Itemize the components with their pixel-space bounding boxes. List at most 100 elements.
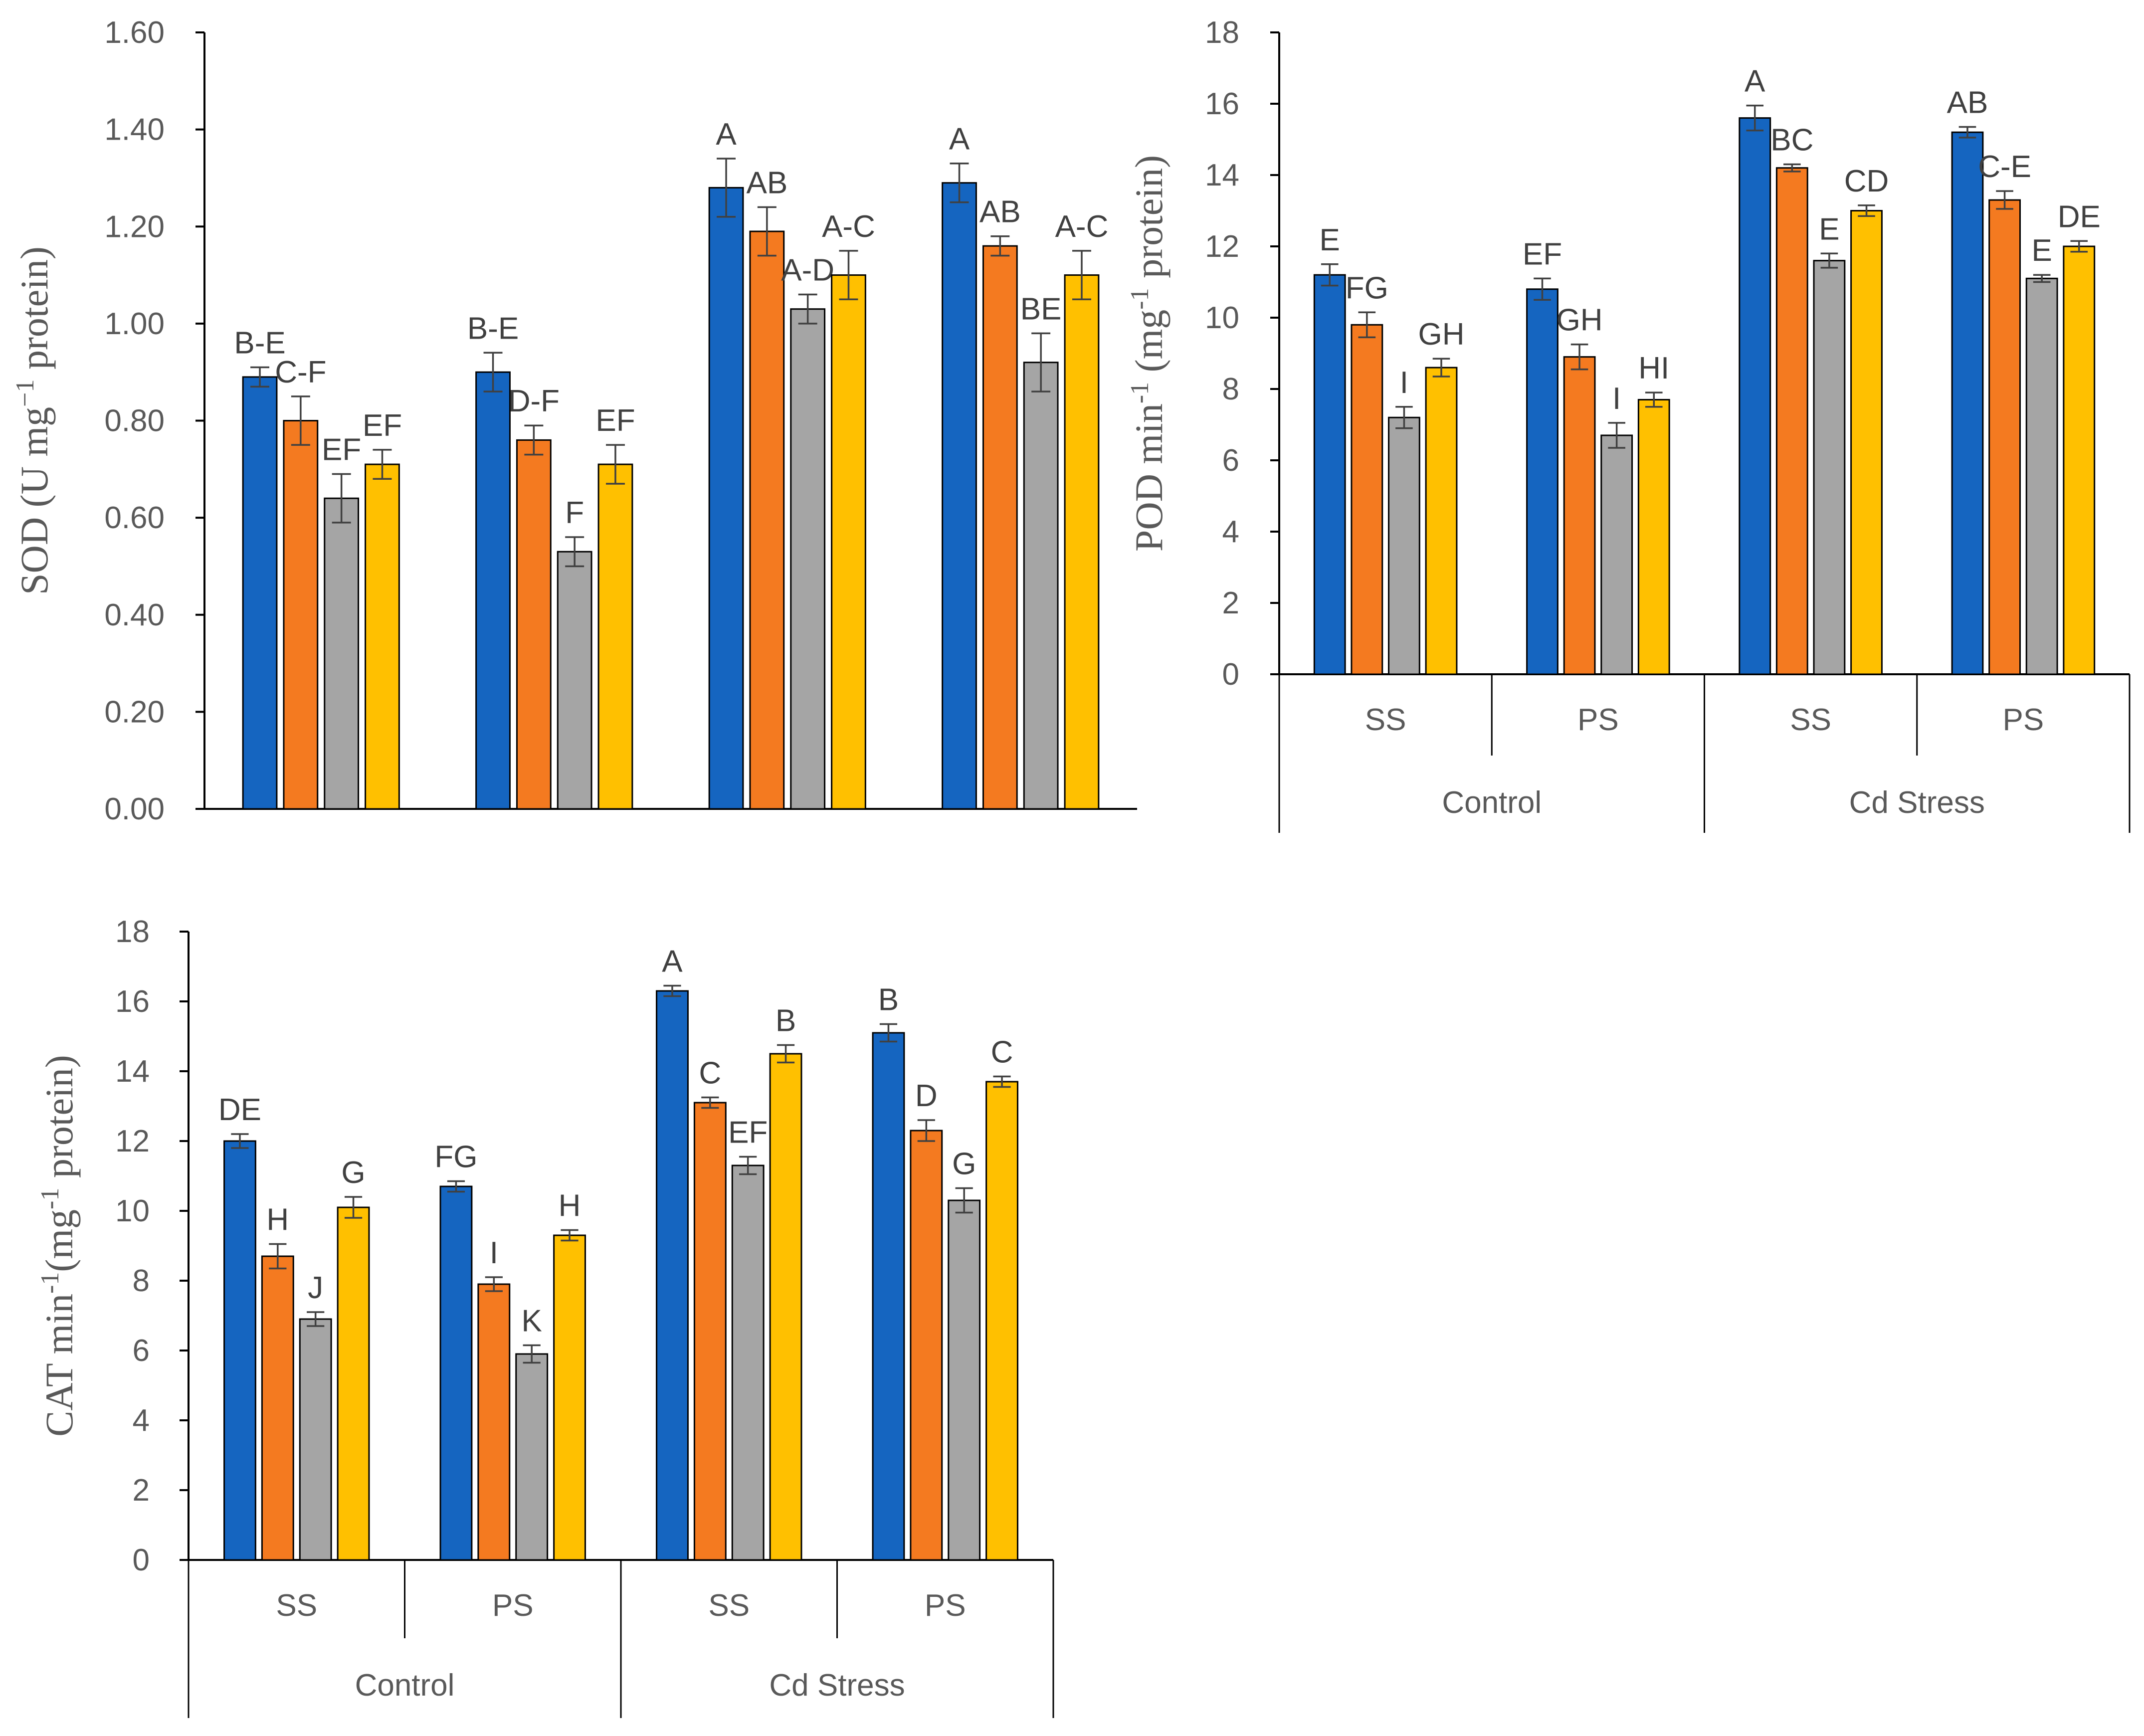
pod-error-bar-g2-s4 [1645,391,1663,408]
cat-category-label: PS [492,1588,534,1623]
sod-bar-g3-s1 [708,187,744,810]
sod-bar-g3-s4 [831,274,866,810]
cat-error-bar-g4-s4 [993,1075,1011,1088]
pod-bar-g3-s3 [1813,260,1846,675]
sod-significance-label: EF [322,433,361,467]
cat-bar-g2-s2 [477,1283,511,1561]
sod-error-bar-g2-s1 [483,352,503,392]
sod-bar-g4-s4 [1064,274,1100,810]
sod-significance-label: AB [746,166,787,200]
sod-error-bar-g4-s4 [1072,250,1091,300]
pod-y-tick-label: 14 [1205,158,1239,193]
pod-error-bar-g4-s3 [2033,274,2051,283]
sod-significance-label: D-F [508,384,560,418]
sod-error-bar-g4-s3 [1031,332,1051,392]
pod-error-bar-g1-s1 [1321,263,1339,287]
sod-bar-g2-s1 [475,371,511,810]
pod-error-bar-g2-s2 [1570,343,1588,371]
pod-y-tick-label: 18 [1205,15,1239,50]
pod-group-label: Cd Stress [1849,785,1985,820]
pod-bar-g2-s3 [1600,434,1633,675]
pod-y-tick-label: 0 [1222,657,1239,692]
cat-error-bar-g3-s3 [739,1156,757,1175]
pod-significance-label: EF [1523,237,1562,271]
sod-error-bar-g1-s1 [250,366,270,388]
cat-bar-g1-s3 [299,1318,332,1561]
cat-significance-label: I [490,1236,498,1270]
cat-y-tick-label: 12 [115,1124,150,1158]
pod-category-label: SS [1790,703,1831,737]
cat-significance-label: C [699,1056,721,1091]
sod-bar-g4-s2 [982,245,1018,810]
cat-bar-g4-s4 [985,1081,1018,1561]
sod-y-tick-label: 1.60 [104,15,165,50]
sod-error-bar-g4-s1 [950,162,969,203]
pod-error-bar-g4-s4 [2070,240,2088,253]
cat-significance-label: G [952,1147,976,1181]
pod-significance-label: AB [1947,85,1988,120]
cat-significance-label: H [559,1189,581,1223]
sod-error-bar-g3-s4 [839,250,858,300]
cat-y-tick-label: 14 [115,1054,150,1089]
pod-significance-label: GH [1557,303,1603,338]
cat-error-bar-g2-s1 [447,1180,465,1193]
sod-y-tick-label: 0.20 [104,695,165,729]
sod-bar-g4-s1 [942,182,977,810]
pod-bar-g3-s2 [1775,167,1808,675]
cat-error-bar-g2-s3 [523,1344,541,1364]
cat-significance-label: B [776,1004,796,1038]
cat-error-bar-g3-s2 [701,1096,719,1109]
pod-bar-g1-s3 [1388,416,1420,675]
cat-group-label: Control [355,1668,455,1703]
sod-bar-g1-s1 [242,376,278,810]
pod-error-bar-g3-s2 [1783,163,1801,173]
cat-bar-g2-s4 [553,1234,586,1561]
cat-significance-label: B [878,983,899,1017]
cat-significance-label: EF [728,1116,768,1150]
pod-significance-label: DE [2058,199,2101,234]
pod-significance-label: HI [1638,351,1669,386]
cat-bar-g3-s1 [656,990,689,1561]
pod-significance-label: FG [1346,271,1388,305]
pod-bar-g2-s4 [1637,398,1670,675]
sod-y-axis-title: SOD (U mg−1 protein) [11,246,56,595]
cat-bar-g4-s2 [910,1130,943,1561]
pod-error-bar-g1-s3 [1395,406,1413,429]
pod-y-axis-title: POD min-1 (mg-1 protein) [1126,155,1171,552]
sod-significance-label: AB [979,195,1021,229]
cat-error-bar-g1-s3 [307,1311,325,1327]
sod-y-tick-label: 1.20 [104,209,165,244]
sod-significance-label: A-C [1055,209,1109,244]
pod-bar-g4-s1 [1951,131,1984,675]
cat-y-tick-label: 8 [133,1264,150,1298]
pod-y-tick-label: 4 [1222,515,1239,549]
sod-error-bar-g2-s2 [524,424,544,456]
pod-y-tick-label: 10 [1205,301,1239,335]
pod-category-label: PS [2003,703,2044,737]
sod-y-tick-label: 0.60 [104,501,165,535]
pod-error-bar-g3-s3 [1820,252,1838,269]
cat-error-bar-g3-s1 [663,984,681,997]
cat-significance-label: K [522,1304,542,1339]
cat-significance-label: J [308,1271,323,1305]
sod-error-bar-g1-s4 [373,449,392,480]
pod-error-bar-g4-s1 [1958,126,1976,139]
pod-bar-g4-s2 [1988,199,2021,675]
cat-significance-label: C [991,1035,1013,1070]
sod-bar-g1-s2 [283,420,319,810]
pod-significance-label: CD [1844,164,1889,198]
pod-category-label: SS [1365,703,1406,737]
sod-bar-g2-s2 [516,439,552,810]
cat-y-tick-label: 18 [115,915,150,949]
sod-bar-g4-s3 [1023,362,1059,810]
pod-bar-g2-s1 [1526,288,1559,675]
pod-y-tick-label: 8 [1222,372,1239,406]
pod-significance-label: E [2031,233,2052,268]
cat-y-tick-label: 16 [115,984,150,1019]
pod-bar-g1-s4 [1425,367,1458,675]
sod-bar-g3-s3 [790,308,826,810]
cat-error-bar-g1-s4 [344,1196,363,1219]
cat-category-label: SS [708,1588,750,1623]
cat-error-bar-g2-s4 [561,1229,579,1242]
